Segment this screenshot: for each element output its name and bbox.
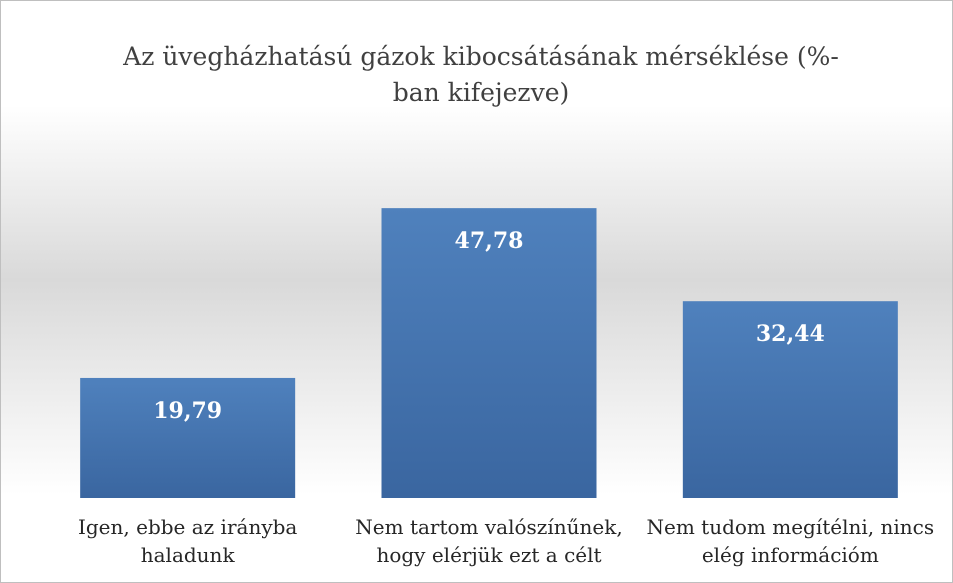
- chart-title: Az üvegházhatású gázok kibocsátásának mé…: [123, 42, 839, 107]
- data-label: 32,44: [756, 321, 825, 347]
- bar: [381, 208, 597, 498]
- bar: [80, 377, 296, 498]
- bar: [682, 301, 898, 498]
- x-tick-label: Nem tartom valószínűnek, hogy elérjük ez…: [355, 515, 623, 567]
- data-label: 47,78: [455, 228, 524, 254]
- data-label: 19,79: [153, 398, 222, 424]
- x-tick-label: Igen, ebbe az irányba haladunk: [77, 515, 298, 567]
- x-tick-label: Nem tudom megítélni, nincs elég informác…: [646, 515, 935, 567]
